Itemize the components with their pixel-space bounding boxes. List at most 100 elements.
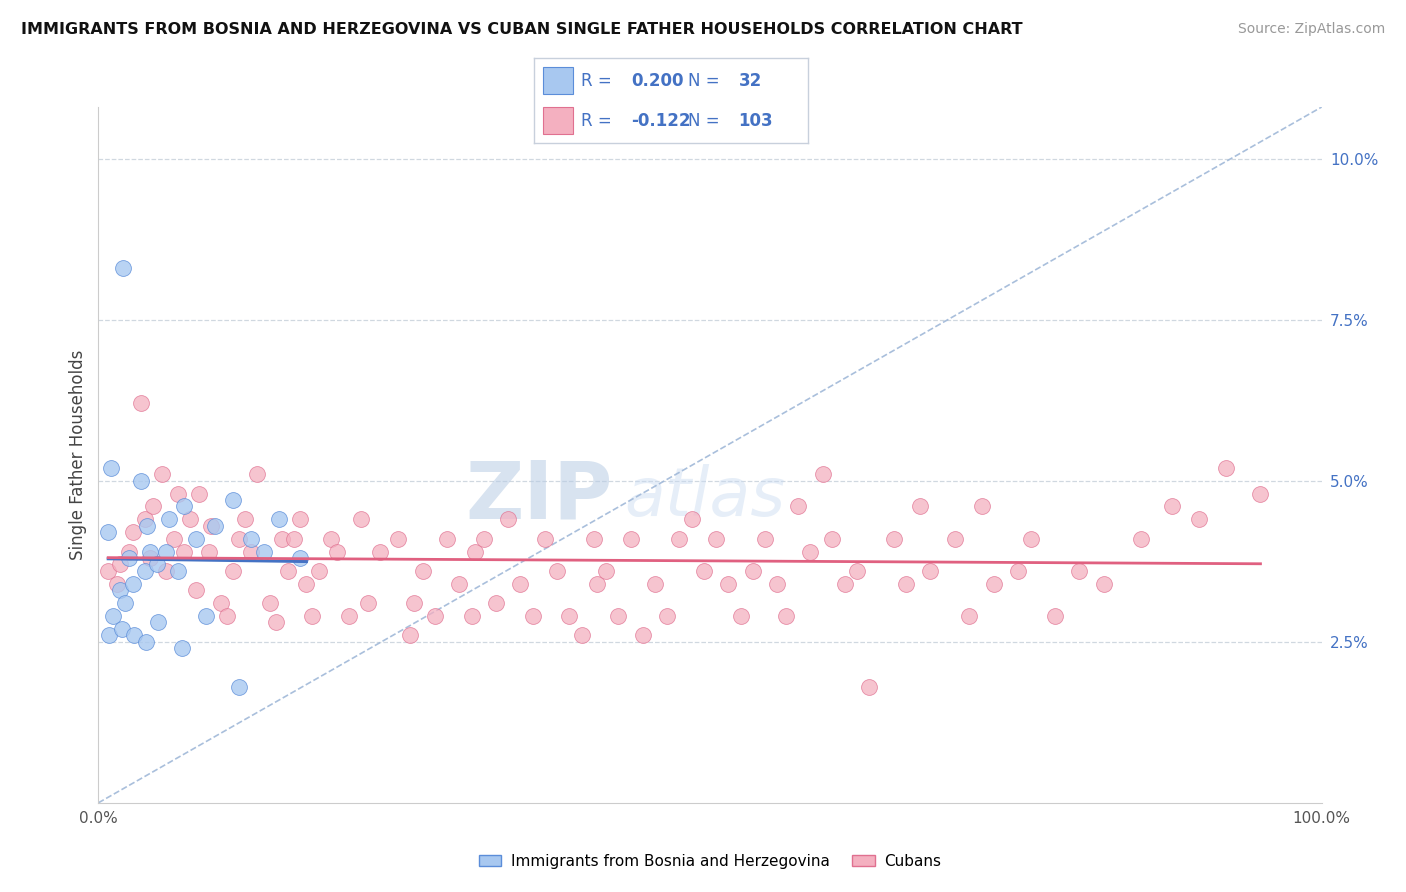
Point xyxy=(1043,609,1066,624)
Point xyxy=(114,596,136,610)
Text: atlas: atlas xyxy=(624,464,786,530)
Point xyxy=(122,628,145,642)
Text: 32: 32 xyxy=(738,72,762,90)
Point xyxy=(607,609,630,624)
Point xyxy=(509,576,531,591)
Point xyxy=(139,544,162,558)
Point xyxy=(167,564,190,578)
Point xyxy=(259,596,281,610)
Point xyxy=(97,525,120,540)
Bar xyxy=(543,107,572,134)
Point xyxy=(301,609,323,624)
Point xyxy=(894,576,917,591)
Point xyxy=(943,532,966,546)
Point xyxy=(240,544,263,558)
Y-axis label: Single Father Households: Single Father Households xyxy=(69,350,87,560)
Point xyxy=(246,467,269,482)
Point xyxy=(821,532,844,546)
Point xyxy=(200,518,222,533)
Point xyxy=(204,518,226,533)
Point xyxy=(142,500,165,514)
Point xyxy=(657,609,679,624)
Point xyxy=(228,532,250,546)
Point xyxy=(173,544,195,558)
Point xyxy=(485,596,508,610)
Point xyxy=(264,615,287,630)
Point xyxy=(496,512,519,526)
Point xyxy=(619,532,641,546)
Point xyxy=(970,500,993,514)
Text: -0.122: -0.122 xyxy=(631,112,692,129)
Point xyxy=(464,544,486,558)
Point xyxy=(186,532,208,546)
Point xyxy=(170,641,193,656)
Point xyxy=(920,564,942,578)
Point xyxy=(399,628,422,642)
Point xyxy=(534,532,557,546)
Point xyxy=(775,609,797,624)
Point xyxy=(1249,486,1271,500)
Point xyxy=(146,558,169,572)
Point xyxy=(209,596,232,610)
Point xyxy=(111,622,134,636)
Point xyxy=(134,512,156,526)
Point xyxy=(173,500,195,514)
Point xyxy=(704,532,727,546)
Text: R =: R = xyxy=(581,72,617,90)
Point xyxy=(222,564,245,578)
Point xyxy=(111,261,134,276)
Point xyxy=(522,609,544,624)
Point xyxy=(845,564,868,578)
Point xyxy=(197,544,219,558)
Point xyxy=(631,628,654,642)
Point xyxy=(195,609,218,624)
Point xyxy=(136,518,159,533)
Point xyxy=(741,564,763,578)
Point xyxy=(101,609,124,624)
Point xyxy=(1129,532,1152,546)
Point xyxy=(730,609,752,624)
Point xyxy=(129,474,152,488)
Point xyxy=(681,512,703,526)
Point xyxy=(787,500,810,514)
Point xyxy=(134,564,156,578)
Point xyxy=(308,564,330,578)
Text: 0.200: 0.200 xyxy=(631,72,685,90)
Point xyxy=(118,544,141,558)
Point xyxy=(326,544,349,558)
Point xyxy=(290,512,312,526)
Point xyxy=(693,564,716,578)
Point xyxy=(319,532,342,546)
Point xyxy=(883,532,905,546)
Point xyxy=(834,576,856,591)
Point xyxy=(228,680,250,694)
Text: IMMIGRANTS FROM BOSNIA AND HERZEGOVINA VS CUBAN SINGLE FATHER HOUSEHOLDS CORRELA: IMMIGRANTS FROM BOSNIA AND HERZEGOVINA V… xyxy=(21,22,1022,37)
Text: ZIP: ZIP xyxy=(465,458,612,536)
Point xyxy=(295,576,318,591)
Point xyxy=(754,532,776,546)
Point xyxy=(799,544,821,558)
Point xyxy=(233,512,256,526)
Point xyxy=(121,525,143,540)
Point xyxy=(187,486,209,500)
Point xyxy=(121,576,143,591)
Bar xyxy=(543,67,572,95)
Point xyxy=(105,576,128,591)
Point xyxy=(1215,460,1237,475)
Point xyxy=(449,576,471,591)
Point xyxy=(269,512,291,526)
Point xyxy=(858,680,880,694)
Legend: Immigrants from Bosnia and Herzegovina, Cubans: Immigrants from Bosnia and Herzegovina, … xyxy=(472,848,948,875)
Point xyxy=(586,576,609,591)
Point xyxy=(277,564,299,578)
Point xyxy=(436,532,458,546)
Text: Source: ZipAtlas.com: Source: ZipAtlas.com xyxy=(1237,22,1385,37)
Point xyxy=(215,609,238,624)
Point xyxy=(472,532,495,546)
Point xyxy=(571,628,593,642)
Point xyxy=(98,628,121,642)
Point xyxy=(1092,576,1115,591)
Point xyxy=(595,564,617,578)
Point xyxy=(1069,564,1091,578)
Point xyxy=(1161,500,1184,514)
